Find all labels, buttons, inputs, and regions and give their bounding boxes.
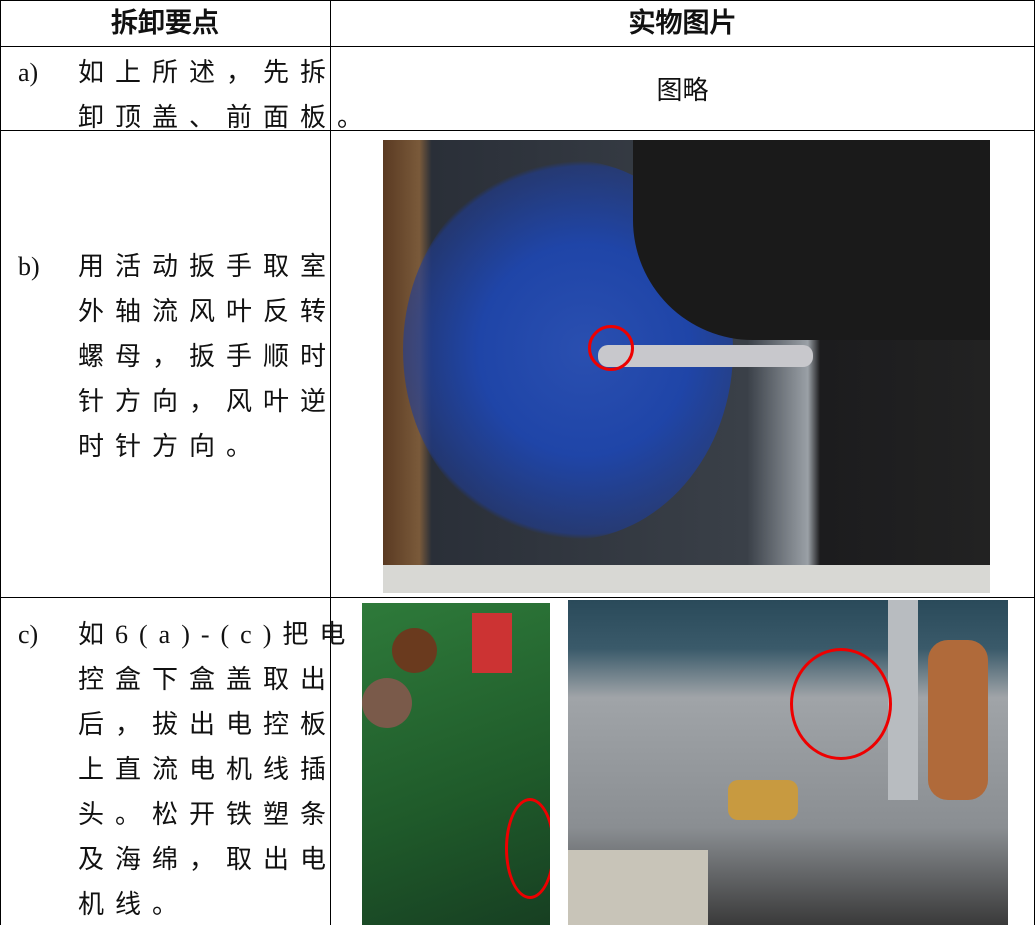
text-line: 如上所述，先拆 [78,58,338,87]
row-text: 如上所述，先拆卸顶盖、前面板。 [78,50,374,140]
photo-board [362,603,550,925]
header-cell: 拆卸要点 [111,8,219,38]
row-text: 用活动扳手取室 外轴流风叶反转 螺母，扳手顺时 针方向，风叶逆 时针方向。 [78,244,337,469]
box [568,850,708,925]
text-line: 时针方向。 [78,432,264,461]
inductor [392,628,437,673]
photo-motor-wire [568,600,1008,925]
highlight-circle [790,648,892,760]
base [383,565,990,593]
text-line: 螺母，扳手顺时 [78,342,338,371]
image-note: 图略 [656,76,709,105]
table-border [0,46,1035,47]
table-border [0,130,1035,131]
bracket [888,600,918,800]
text-line: 用活动扳手取室 [78,252,338,281]
table-border [0,0,1035,1]
text-line: 控盒下盒盖取出 [78,665,338,694]
text-line: 外轴流风叶反转 [78,297,338,326]
text-line: 后，拔出电控板 [78,710,338,739]
text-line: 针方向，风叶逆 [78,387,338,416]
text-line: 机线。 [78,890,190,919]
text-line: 卸顶盖、前面板。 [78,103,375,132]
table-border [0,597,1035,598]
text-line: 如6(a)-(c)把电 [78,620,357,649]
row-text: 如6(a)-(c)把电 控盒下盒盖取出 后，拔出电控板 上直流电机线插 头。松开铁塑条及… [78,612,356,927]
text-line: 头。松开铁塑条 [78,800,338,829]
highlight-circle [588,325,634,371]
header-cell: 实物图片 [628,8,737,38]
highlight-circle [505,798,550,899]
text-line: 及海绵，取出电 [78,845,338,874]
component [362,678,412,728]
table-border [0,0,1,925]
copper-pipe [928,640,988,800]
valve [728,780,798,820]
row-label: c) [18,620,39,649]
text-line: 上直流电机线插 [78,755,338,784]
photo-fan [383,140,990,593]
row-label: b) [18,252,40,281]
table-border [330,0,331,925]
row-label: a) [18,58,39,87]
arm [633,140,990,340]
component [472,613,512,673]
wrench [598,345,813,367]
